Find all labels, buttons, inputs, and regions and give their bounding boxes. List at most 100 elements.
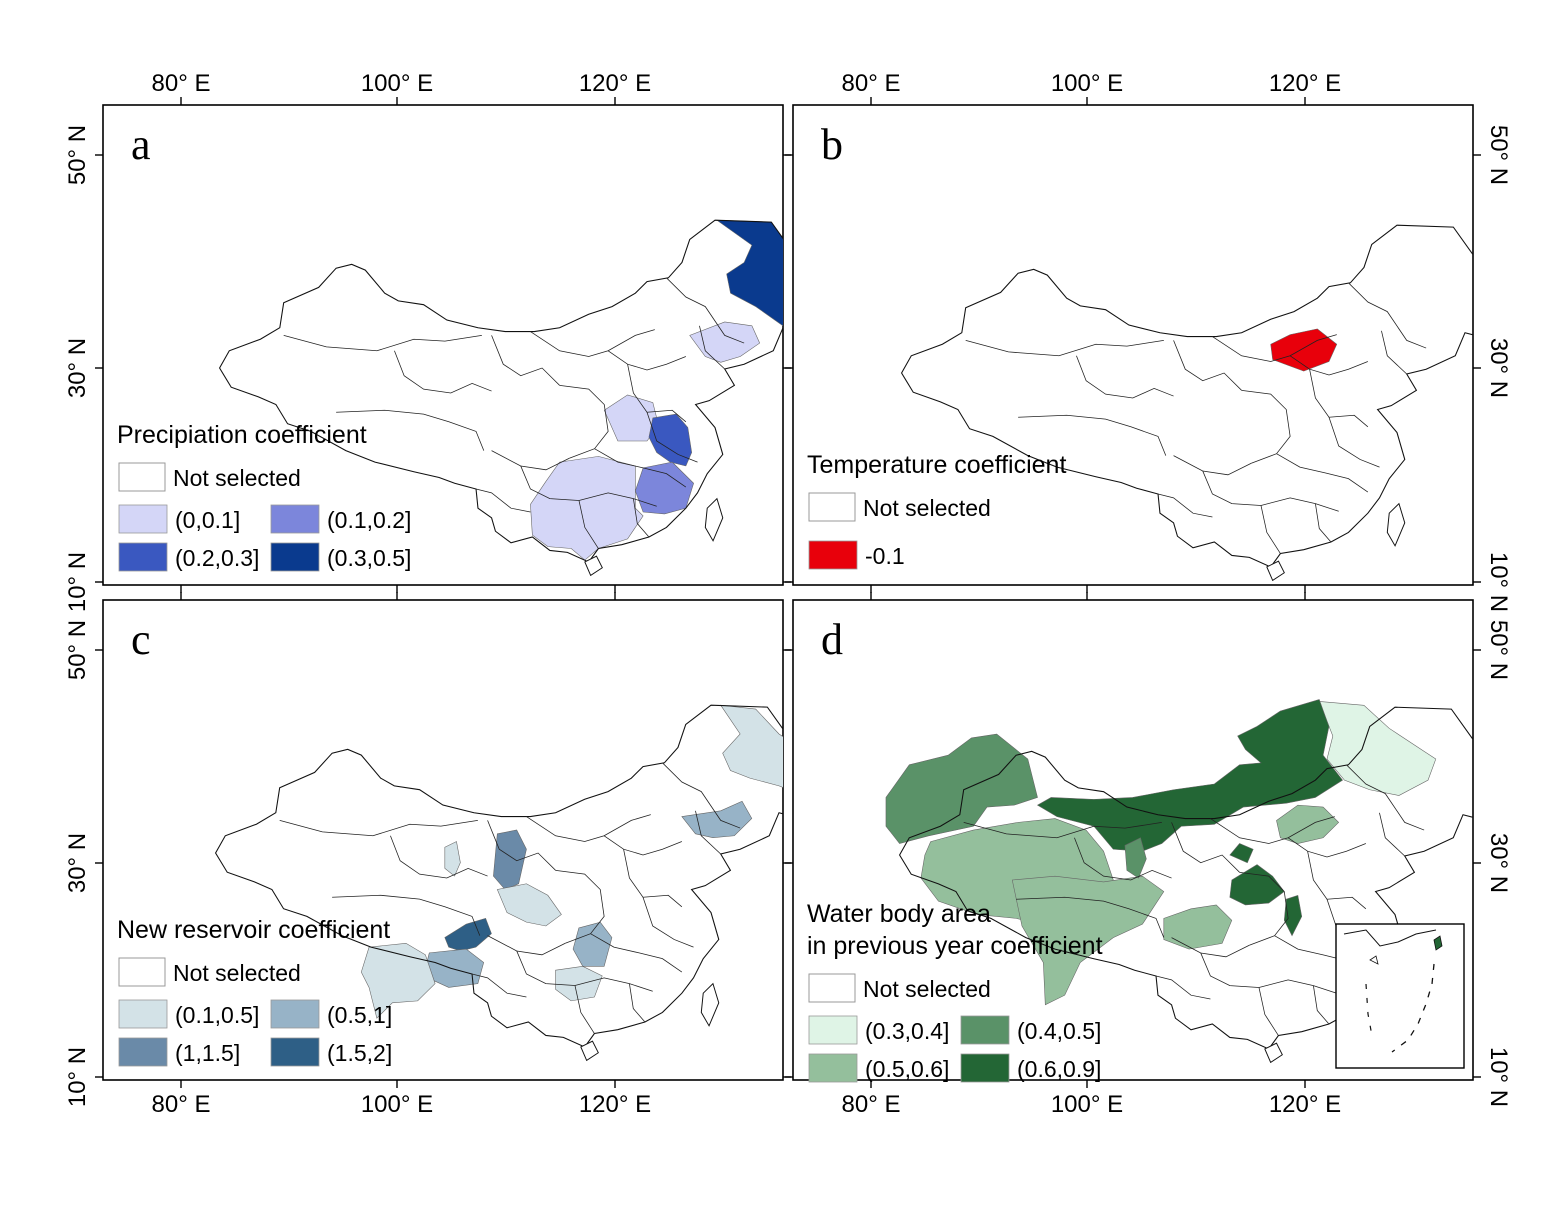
legend-label: (0.6,0.9] — [1017, 1056, 1101, 1082]
lon-label: 80° E — [842, 70, 901, 97]
lon-label: 80° E — [842, 1091, 901, 1118]
legend-swatch — [808, 492, 856, 522]
legend-label: (0.2,0.3] — [175, 545, 259, 571]
lat-label: 50° N — [64, 125, 91, 185]
legend-label: (0.3,0.4] — [865, 1018, 949, 1044]
lon-label: 80° E — [152, 70, 211, 97]
legend-swatch — [118, 504, 168, 534]
legend-label: (1,1.5] — [175, 1040, 240, 1066]
lon-label: 100° E — [1051, 1091, 1123, 1118]
region-d — [1163, 904, 1233, 950]
panel-letter: b — [821, 120, 843, 169]
region-a — [648, 413, 692, 467]
lat-label: 50° N — [1485, 125, 1512, 185]
legend-label: -0.1 — [865, 543, 905, 569]
region-a — [635, 461, 694, 515]
panel-letter: c — [131, 615, 151, 664]
legend-label: Not selected — [173, 465, 301, 491]
region-d — [1283, 894, 1303, 937]
lon-label: 120° E — [1269, 1091, 1341, 1118]
legend-label: (0.1,0.2] — [327, 507, 411, 533]
lon-label: 100° E — [361, 1091, 433, 1118]
lat-label: 10° N — [1485, 552, 1512, 612]
legend-label: Not selected — [863, 495, 991, 521]
panel-d: d 80° E 100° E 120° E 50° N 30° N 10° N Water b… — [785, 592, 1512, 1118]
legend-label: (0.4,0.5] — [1017, 1018, 1101, 1044]
region-c — [444, 917, 492, 952]
panel-b: b 80° E 100° E 120° E 50° N 30° N 10° N Tempera… — [785, 70, 1512, 612]
taiwan-island — [700, 982, 720, 1027]
hainan-island — [1264, 1042, 1283, 1064]
lon-label: 120° E — [1269, 70, 1341, 97]
legend-title: Water body area — [807, 900, 991, 928]
taiwan-island — [704, 497, 724, 542]
legend-d: Water body area in previous year coeffici… — [807, 900, 1103, 1083]
panel-frame — [102, 599, 784, 1081]
panel-letter: d — [821, 615, 843, 664]
region-c — [555, 966, 603, 1002]
legend-swatch — [270, 504, 320, 534]
region-d — [1124, 837, 1147, 879]
legend-label: (0.3,0.5] — [327, 545, 411, 571]
legend-swatch — [118, 542, 168, 572]
legend-swatch — [808, 973, 856, 1003]
region-c — [493, 829, 527, 890]
lat-label: 30° N — [1485, 338, 1512, 398]
hainan-island — [1266, 560, 1285, 582]
lon-label: 80° E — [152, 1091, 211, 1118]
lon-label: 100° E — [1051, 70, 1123, 97]
region-d — [1276, 804, 1340, 844]
legend-label: (0.5,1] — [327, 1002, 392, 1028]
lat-label: 50° N — [1485, 620, 1512, 680]
legend-swatch — [960, 1015, 1010, 1045]
lat-label: 10° N — [64, 552, 91, 612]
legend-swatch — [808, 540, 858, 570]
lon-label: 100° E — [361, 70, 433, 97]
legend-swatch — [270, 1037, 320, 1067]
legend-label: Not selected — [173, 960, 301, 986]
region-c — [360, 942, 436, 1019]
region-d — [1011, 875, 1165, 1006]
panel-c: c 80° E 100° E 120° E 50° N 30° N 10° N New res… — [64, 592, 791, 1118]
region-c — [496, 883, 562, 927]
lat-label: 10° N — [64, 1047, 91, 1107]
legend-swatch — [118, 462, 166, 492]
legend-swatch — [960, 1053, 1010, 1083]
region-d — [1229, 843, 1254, 864]
legend-swatch — [808, 1015, 858, 1045]
panel-letter: a — [131, 120, 151, 169]
legend-title: in previous year coefficient — [807, 932, 1103, 960]
map-d — [885, 699, 1473, 1064]
panel-a: a80° E 100° E 120° E 50° N 30° N 10° N Precipi… — [64, 70, 791, 612]
legend-swatch — [118, 999, 168, 1029]
lat-label: 30° N — [1485, 833, 1512, 893]
legend-title: Temperature coefficient — [807, 451, 1066, 479]
legend-label: (0,0.1] — [175, 507, 240, 533]
legend-label: (0.1,0.5] — [175, 1002, 259, 1028]
legend-a: Precipiation coefficient Not selected (0,0… — [117, 421, 411, 572]
region-c — [444, 841, 461, 877]
map-b — [901, 224, 1473, 582]
map-a — [219, 219, 783, 577]
hainan-island — [584, 555, 603, 577]
legend-title: Precipiation coefficient — [117, 421, 367, 449]
region-c — [720, 704, 783, 788]
lat-label: 30° N — [64, 338, 91, 398]
taiwan-island — [1386, 502, 1406, 547]
legend-c: New reservoir coefficient Not selected (0.… — [117, 916, 392, 1067]
legend-b: Temperature coefficient Not selected -0.1 — [807, 451, 1066, 570]
south-china-sea-inset — [1335, 923, 1465, 1069]
legend-swatch — [118, 1037, 168, 1067]
lat-label: 10° N — [1485, 1047, 1512, 1107]
legend-swatch — [808, 1053, 858, 1083]
legend-swatch — [270, 542, 320, 572]
lat-label: 30° N — [64, 833, 91, 893]
region-d — [885, 733, 1038, 844]
legend-swatch — [118, 957, 166, 987]
legend-label: (1.5,2] — [327, 1040, 392, 1066]
region-d — [1229, 864, 1285, 906]
legend-title: New reservoir coefficient — [117, 916, 390, 944]
legend-label: (0.5,0.6] — [865, 1056, 949, 1082]
lon-label: 120° E — [579, 70, 651, 97]
